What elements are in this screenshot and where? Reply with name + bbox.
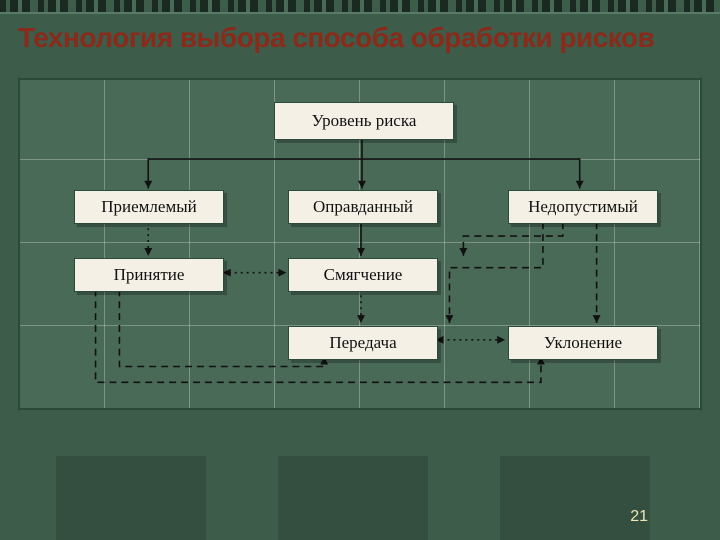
node-label: Уровень риска (312, 111, 417, 131)
node-label: Приемлемый (101, 197, 196, 217)
node-label: Оправданный (313, 197, 413, 217)
page-title: Технология выбора способа обработки риск… (18, 22, 654, 54)
node-risk-level: Уровень риска (274, 102, 454, 140)
shade-rect (278, 456, 428, 540)
diagram-frame: Уровень риска Приемлемый Оправданный Нед… (18, 78, 702, 410)
shade-rect (500, 456, 650, 540)
node-mitigation: Смягчение (288, 258, 438, 292)
decorative-top-band (0, 0, 720, 14)
node-inadmissible: Недопустимый (508, 190, 658, 224)
node-label: Принятие (114, 265, 185, 285)
node-acceptable: Приемлемый (74, 190, 224, 224)
node-transfer: Передача (288, 326, 438, 360)
node-label: Уклонение (544, 333, 622, 353)
node-label: Недопустимый (528, 197, 638, 217)
node-label: Смягчение (324, 265, 403, 285)
decorative-bottom-shades (0, 448, 720, 540)
node-avoidance: Уклонение (508, 326, 658, 360)
slide-background: Технология выбора способа обработки риск… (0, 0, 720, 540)
node-acceptance: Принятие (74, 258, 224, 292)
page-number: 21 (630, 508, 648, 526)
shade-rect (56, 456, 206, 540)
node-label: Передача (329, 333, 396, 353)
node-justified: Оправданный (288, 190, 438, 224)
